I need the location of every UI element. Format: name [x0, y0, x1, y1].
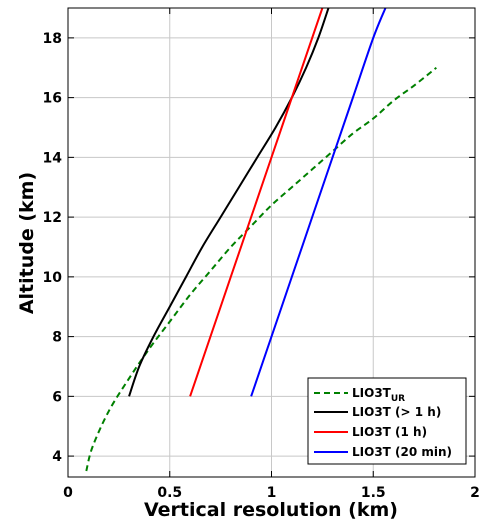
series-line-3-lio3t-1-h — [189, 8, 324, 397]
y-tick-label: 18 — [43, 31, 62, 47]
legend-label: LIO3T (20 min) — [352, 445, 452, 459]
y-tick-label: 12 — [43, 210, 62, 226]
legend-label: LIO3T (> 1 h) — [352, 405, 441, 419]
axis-ticks: 0 0.5 1 1.5 2 4 6 8 10 12 14 16 18 — [43, 8, 479, 501]
y-tick-label: 14 — [43, 150, 63, 166]
x-tick-label: 0 — [63, 485, 73, 501]
y-axis-label: Altitude (km) — [16, 172, 38, 314]
series-line-2-lio3t-1-h — [128, 8, 330, 397]
series-layer — [85, 8, 437, 472]
y-tick-label: 16 — [43, 91, 62, 107]
x-tick-label: 2 — [470, 485, 479, 501]
series-line-4-lio3t-20-min — [250, 8, 387, 397]
y-tick-label: 10 — [43, 270, 63, 286]
x-axis-label: Vertical resolution (km) — [144, 499, 398, 521]
y-tick-label: 6 — [52, 389, 62, 405]
x-tick-label: 0.5 — [157, 485, 182, 501]
legend-label: LIO3T (1 h) — [352, 425, 427, 439]
y-tick-label: 8 — [52, 330, 62, 346]
series-line-1-lio3t — [85, 66, 437, 472]
x-tick-label: 1 — [267, 485, 277, 501]
x-tick-label: 1.5 — [361, 485, 386, 501]
y-tick-label: 4 — [52, 449, 62, 465]
